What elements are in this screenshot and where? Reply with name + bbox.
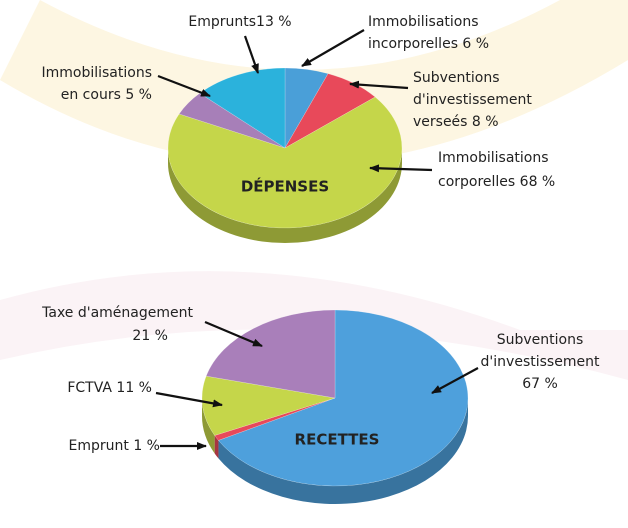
- slice-name: Emprunt: [69, 438, 130, 454]
- slice-label: d'investissement: [481, 354, 600, 370]
- pie-slice: [167, 96, 403, 229]
- slice-label: Emprunt 1 %: [69, 438, 161, 454]
- slice-name: d'investissement: [481, 354, 600, 370]
- slice-label: Immobilisations: [368, 14, 479, 30]
- slice-label: Subventions: [497, 332, 584, 348]
- slice-label: FCTVA 11 %: [67, 380, 152, 396]
- slice-label: incorporelles 6 %: [368, 36, 489, 52]
- slice-label: corporelles 68 %: [438, 174, 555, 190]
- slice-name: Emprunts: [188, 14, 256, 30]
- pie-side: [214, 435, 219, 459]
- slice-name: corporelles: [438, 174, 515, 190]
- slice-value: 67 %: [522, 376, 558, 392]
- slice-value: 68 %: [515, 174, 555, 190]
- pie-slice: [214, 397, 336, 441]
- slice-label: Taxe d'aménagement: [41, 305, 193, 321]
- label-arrow: [349, 80, 409, 90]
- slice-name: Subventions: [413, 70, 500, 86]
- pie: [201, 309, 469, 504]
- slice-label: Subventions: [413, 70, 500, 86]
- slice-value: 13 %: [256, 14, 292, 30]
- slice-value: 6 %: [458, 36, 489, 52]
- slice-value: 21 %: [132, 328, 168, 344]
- slice-label: d'investissement: [413, 92, 532, 108]
- slice-label: 21 %: [132, 328, 168, 344]
- label-arrow: [369, 164, 433, 173]
- slice-label: en cours 5 %: [61, 87, 152, 103]
- slice-name: Taxe d'aménagement: [41, 305, 193, 321]
- label-arrow: [301, 29, 365, 67]
- label-arrow: [431, 367, 479, 394]
- slice-name: Subventions: [497, 332, 584, 348]
- slice-label: Emprunts13 %: [188, 14, 291, 30]
- pie-side: [202, 398, 215, 454]
- slice-label: Immobilisations: [41, 65, 152, 81]
- pie: [167, 67, 403, 243]
- pie-slice: [178, 92, 286, 149]
- slice-name: FCTVA: [67, 380, 112, 396]
- slice-value: 1 %: [129, 438, 160, 454]
- label-arrow: [204, 320, 263, 348]
- pie-side: [218, 398, 468, 504]
- slice-name: verseés: [413, 114, 467, 130]
- slice-label: verseés 8 %: [413, 114, 499, 130]
- pie-side: [168, 148, 402, 243]
- slice-name: d'investissement: [413, 92, 532, 108]
- label-arrow: [155, 391, 223, 408]
- label-arrow: [157, 74, 211, 98]
- pie-title: DÉPENSES: [241, 177, 329, 196]
- pie-slice: [284, 67, 329, 149]
- slice-name: Immobilisations: [41, 65, 152, 81]
- pie-title: RECETTES: [295, 431, 380, 449]
- slice-name: incorporelles: [368, 36, 458, 52]
- slice-value: 5 %: [121, 87, 152, 103]
- label-arrow: [243, 35, 260, 74]
- slice-name: en cours: [61, 87, 121, 103]
- pie-slice: [218, 309, 469, 487]
- slice-value: 8 %: [467, 114, 498, 130]
- slice-name: Immobilisations: [438, 150, 549, 166]
- pie-slice: [201, 375, 336, 436]
- pie-slice: [205, 309, 336, 399]
- slice-label: 67 %: [522, 376, 558, 392]
- slice-name: Immobilisations: [368, 14, 479, 30]
- slice-value: 11 %: [112, 380, 152, 396]
- slice-label: Immobilisations: [438, 150, 549, 166]
